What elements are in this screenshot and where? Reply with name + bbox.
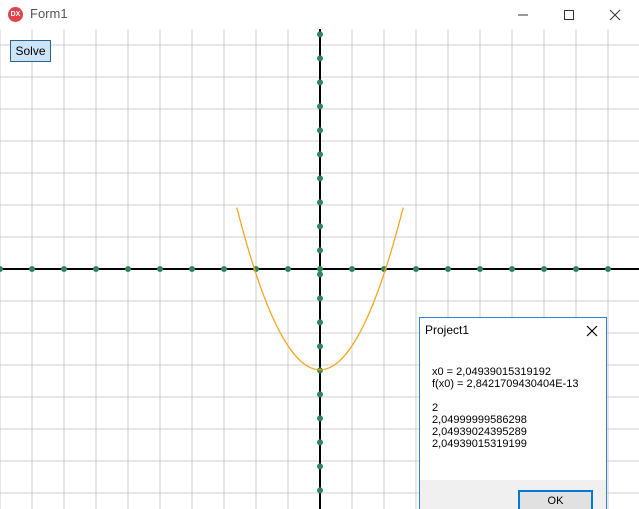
dialog-line: f(x0) = 2,8421709430404E-13 (432, 378, 579, 390)
message-dialog: Project1 x0 = 2,04939015319192 f(x0) = 2… (419, 317, 607, 509)
x-axis-tick-marker (413, 266, 419, 272)
y-axis-tick-marker (317, 175, 323, 182)
y-axis-tick-marker (317, 391, 323, 398)
y-axis-tick-marker (317, 79, 323, 86)
dialog-line: 2,04999999586298 (432, 414, 527, 426)
close-icon (609, 9, 621, 21)
y-axis-tick-marker (317, 55, 323, 62)
x-axis-tick-marker (317, 266, 323, 272)
window-title: Form1 (30, 6, 68, 21)
dialog-line (432, 390, 602, 402)
x-axis-tick-marker (189, 266, 195, 272)
y-axis-tick-marker (317, 439, 323, 446)
x-axis-tick-marker (445, 266, 451, 272)
dialog-line: 2 (432, 402, 439, 414)
dialog-title: Project1 (425, 323, 470, 337)
x-axis-tick-marker (573, 266, 579, 272)
dialog-close-icon[interactable] (584, 323, 600, 339)
ok-button[interactable]: OK (518, 490, 593, 509)
minimize-button[interactable] (500, 0, 546, 29)
x-axis-tick-marker (157, 266, 163, 272)
solve-button[interactable]: Solve (10, 40, 51, 62)
x-axis-tick-marker (541, 266, 547, 272)
y-axis-tick-marker (317, 247, 323, 254)
y-axis-tick-marker (317, 199, 323, 206)
y-axis-tick-marker (317, 415, 323, 422)
minimize-icon (518, 14, 528, 16)
y-axis-tick-marker (317, 487, 323, 494)
x-axis-tick-marker (125, 266, 131, 272)
function-curve (236, 207, 404, 371)
x-axis-tick-marker (61, 266, 67, 272)
y-axis-tick-marker (317, 151, 323, 158)
form-client-area: Solve Project1 x0 = 2,04939015319192 f(x… (0, 29, 639, 509)
function-plot (0, 29, 639, 509)
x-axis-tick-marker (93, 266, 99, 272)
y-axis-tick-marker (317, 343, 323, 350)
y-axis-tick-marker (317, 295, 323, 302)
x-axis-tick-marker (477, 266, 483, 272)
x-axis-tick-marker (0, 266, 3, 272)
dialog-line: x0 = 2,04939015319192 (432, 366, 551, 378)
x-axis-tick-marker (221, 266, 227, 272)
app-icon: DX (8, 7, 23, 22)
x-axis-tick-marker (349, 266, 355, 272)
y-axis-tick-marker (317, 271, 323, 278)
x-axis-tick-marker (29, 266, 35, 272)
close-button[interactable] (592, 0, 638, 29)
y-axis-tick-marker (317, 127, 323, 134)
dialog-message: x0 = 2,04939015319192 f(x0) = 2,84217094… (432, 366, 602, 450)
maximize-icon (564, 10, 574, 20)
x-axis-tick-marker (509, 266, 515, 272)
y-axis-tick-marker (317, 31, 323, 38)
y-axis-tick-marker (317, 103, 323, 110)
x-axis-tick-marker (285, 266, 291, 272)
maximize-button[interactable] (546, 0, 592, 29)
y-axis-tick-marker (317, 319, 323, 326)
y-axis-tick-marker (317, 223, 323, 230)
dialog-line: 2,04939024395289 (432, 426, 527, 438)
dialog-footer: OK (420, 480, 606, 509)
dialog-line: 2,04939015319199 (432, 438, 527, 450)
title-bar: DX Form1 (0, 0, 639, 29)
y-axis-tick-marker (317, 463, 323, 470)
x-axis-tick-marker (605, 266, 611, 272)
